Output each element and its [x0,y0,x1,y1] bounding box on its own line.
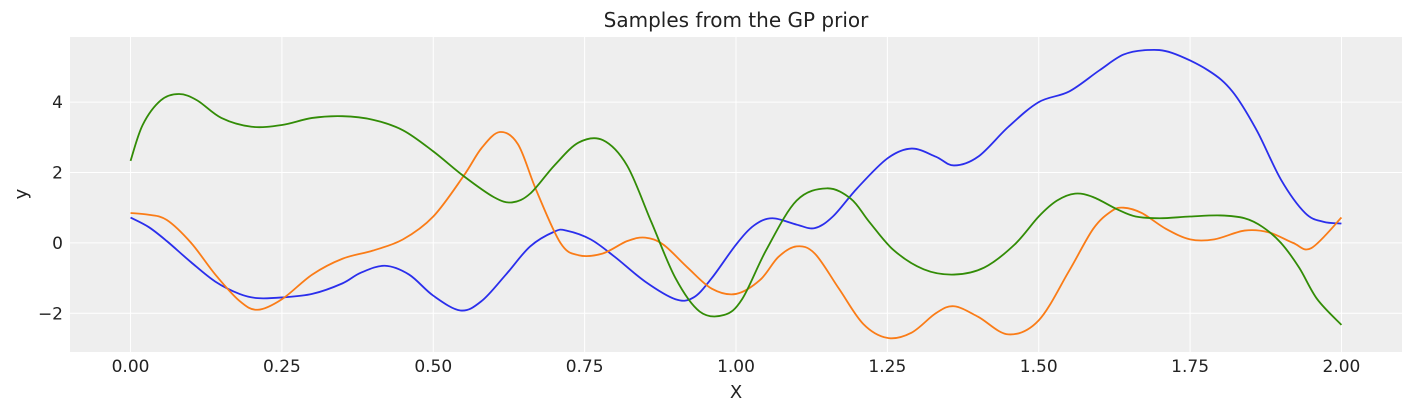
x-tick-labels: 0.00 0.25 0.50 0.75 1.00 1.25 1.50 1.75 2.00 [112,357,1361,377]
y-tick-label: 0 [52,234,63,254]
x-tick-label: 0.75 [566,357,604,377]
x-tick-label: 2.00 [1323,357,1361,377]
series-line-1 [130,48,1342,312]
x-tick-label: 0.50 [414,357,452,377]
x-tick-label: 0.00 [112,357,150,377]
x-tick-label: 1.50 [1020,357,1058,377]
chart-title: Samples from the GP prior [604,8,869,32]
x-tick-label: 1.00 [717,357,755,377]
series-line-2 [130,131,1343,340]
series-lines [129,48,1343,340]
y-tick-label: −2 [38,304,63,324]
x-axis-label: X [730,382,742,403]
grid-lines [70,37,1402,352]
y-tick-labels: −2 0 2 4 [38,93,63,324]
x-tick-label: 0.25 [263,357,301,377]
x-tick-label: 1.25 [868,357,906,377]
y-tick-label: 4 [52,93,63,113]
y-tick-label: 2 [52,164,63,184]
series-line-3 [129,93,1343,326]
x-tick-label: 1.75 [1171,357,1209,377]
y-axis-label: y [11,188,32,199]
